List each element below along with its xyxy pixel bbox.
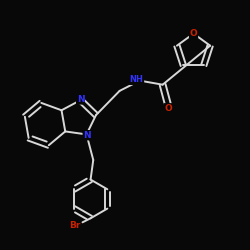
Text: Br: Br (69, 220, 80, 230)
Text: N: N (83, 131, 91, 140)
Text: N: N (77, 95, 84, 104)
Text: O: O (190, 29, 198, 38)
Text: NH: NH (130, 75, 143, 84)
Text: O: O (164, 104, 172, 113)
